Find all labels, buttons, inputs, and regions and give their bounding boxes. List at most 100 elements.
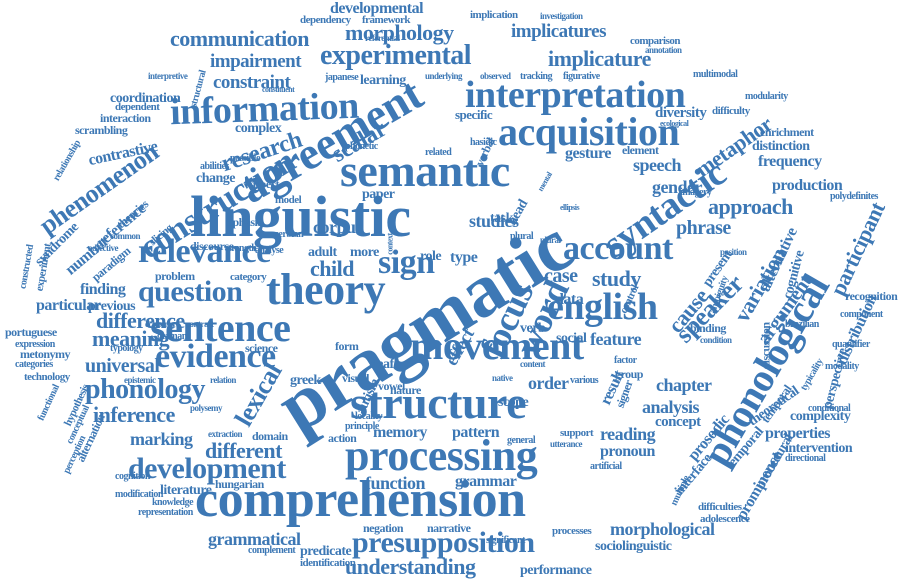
word: locality bbox=[355, 411, 383, 422]
word: implicatures bbox=[511, 21, 606, 42]
word: presupposition bbox=[352, 526, 535, 559]
word: modularity bbox=[745, 91, 788, 102]
word: various bbox=[570, 375, 599, 386]
word: epistemic bbox=[124, 375, 156, 385]
word: categories bbox=[15, 359, 53, 370]
word: aspect bbox=[250, 177, 280, 191]
word: modification bbox=[115, 489, 163, 500]
word: significant bbox=[486, 535, 525, 546]
word: memory bbox=[373, 424, 427, 441]
word: portuguese bbox=[5, 325, 57, 339]
word: case bbox=[544, 265, 578, 287]
word: properties bbox=[765, 425, 830, 442]
word: processes bbox=[552, 525, 592, 537]
word: analyse bbox=[255, 245, 284, 256]
word: paper bbox=[362, 187, 395, 202]
word: negation bbox=[363, 521, 404, 535]
word: corpus bbox=[313, 217, 363, 237]
word: speech bbox=[633, 155, 682, 175]
word: complex bbox=[235, 121, 282, 136]
word: expression bbox=[15, 339, 55, 350]
word: marking bbox=[130, 429, 193, 449]
word: performance bbox=[520, 563, 592, 578]
word: hasidic bbox=[470, 137, 497, 148]
word: relevance bbox=[138, 233, 271, 270]
word: difference bbox=[96, 308, 185, 333]
word: category bbox=[230, 271, 267, 283]
word: brazilian bbox=[785, 319, 819, 330]
word: theory bbox=[266, 265, 386, 314]
word: semantic bbox=[340, 145, 510, 196]
word: context bbox=[385, 233, 395, 255]
word: mental bbox=[535, 170, 554, 193]
word: data bbox=[555, 291, 584, 308]
word: tracking bbox=[520, 71, 553, 82]
word: communication bbox=[170, 26, 309, 51]
word: english bbox=[547, 286, 658, 328]
word: possible bbox=[230, 153, 260, 164]
word: understanding bbox=[345, 554, 476, 579]
word: functional bbox=[35, 383, 62, 423]
word: observed bbox=[480, 71, 511, 81]
word: technology bbox=[24, 371, 70, 383]
word: figurative bbox=[563, 71, 600, 82]
word: scope bbox=[498, 395, 529, 410]
word: study bbox=[592, 266, 641, 291]
word: general bbox=[507, 435, 536, 446]
word: imagery bbox=[680, 187, 712, 198]
word: different bbox=[205, 438, 282, 463]
word: discourse bbox=[190, 239, 234, 253]
word: comparison bbox=[630, 35, 681, 47]
word: binding bbox=[690, 321, 726, 335]
word: experiment bbox=[33, 242, 54, 293]
word: verb bbox=[520, 321, 546, 336]
word: modality bbox=[825, 361, 859, 372]
word: sociolinguistic bbox=[595, 539, 672, 554]
word: ellipsis bbox=[560, 203, 580, 212]
word: component bbox=[840, 309, 883, 320]
word: problem bbox=[155, 269, 195, 283]
word: discussion bbox=[758, 322, 773, 370]
word: reading bbox=[600, 424, 656, 444]
word: analysis bbox=[642, 397, 700, 417]
word: serbian bbox=[275, 229, 304, 240]
word: impairment bbox=[210, 51, 302, 72]
word: function bbox=[365, 473, 426, 493]
word: knowledge bbox=[152, 497, 194, 508]
word: evidence bbox=[155, 338, 276, 375]
word: constraint bbox=[213, 72, 291, 93]
word: enrichment bbox=[760, 125, 814, 139]
word: account bbox=[563, 230, 673, 267]
word: implicature bbox=[548, 46, 651, 71]
word: investigation bbox=[540, 11, 583, 21]
word: structure bbox=[350, 377, 527, 428]
word: linguistic bbox=[190, 184, 411, 249]
word: complement bbox=[248, 545, 296, 556]
word: question bbox=[138, 275, 243, 308]
word: recognition bbox=[845, 289, 898, 303]
word: morphological bbox=[610, 519, 715, 539]
word: polydefinites bbox=[830, 191, 878, 202]
word: difficulties bbox=[698, 501, 742, 513]
word: economy bbox=[145, 319, 176, 329]
word: annotation bbox=[645, 45, 682, 55]
word: hungarian bbox=[215, 477, 264, 491]
word: implication bbox=[470, 9, 518, 21]
word: processing bbox=[345, 431, 538, 480]
word: framework bbox=[362, 14, 411, 26]
word: interpretation bbox=[465, 74, 686, 116]
word: directional bbox=[785, 453, 826, 464]
word: quantifier bbox=[832, 339, 870, 350]
word: meaning bbox=[92, 326, 170, 351]
word: learning bbox=[360, 73, 406, 88]
word: particular bbox=[36, 297, 101, 314]
word: artificial bbox=[590, 461, 622, 472]
word: sentence bbox=[150, 305, 291, 350]
word: studies bbox=[469, 211, 519, 231]
word: child bbox=[310, 256, 354, 281]
word: diversity bbox=[655, 105, 707, 121]
word: relationship bbox=[51, 138, 84, 183]
word: typicality bbox=[798, 356, 826, 393]
word: role bbox=[420, 249, 442, 264]
